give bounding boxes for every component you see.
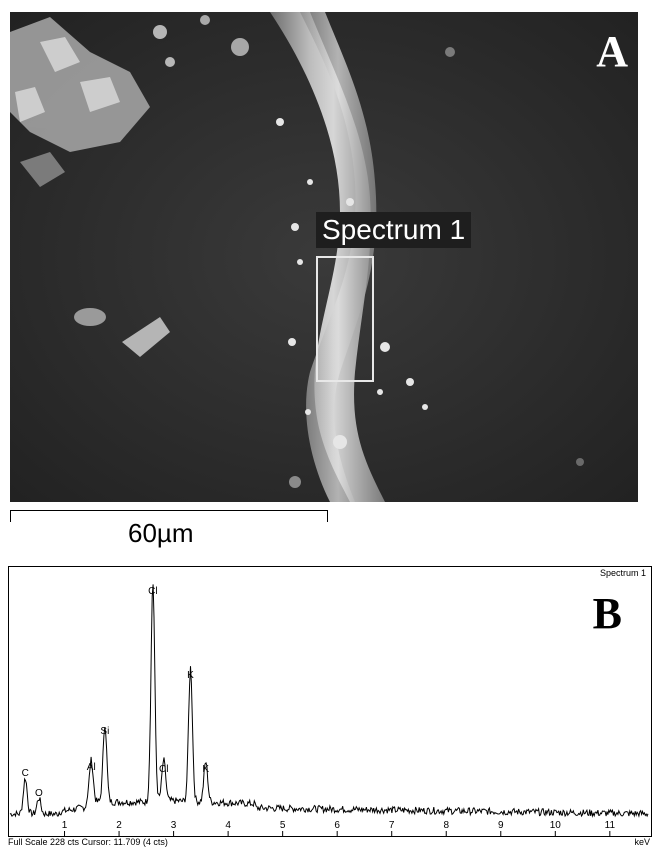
spectrum-footer: Full Scale 228 cts Cursor: 11.709 (4 cts… [8,837,168,847]
eds-spectrum-panel: 1 2 3 4 5 6 7 8 9 10 11 C O Al Si Cl Cl K K Spectrum 1 B … [8,566,652,847]
x-axis-ticks [64,831,611,836]
eds-spectrum-chart: 1 2 3 4 5 6 7 8 9 10 11 CO Al Si Cl Cl K K [8,566,652,837]
spectrum-region-label: Spectrum 1 [316,212,472,248]
x-axis-tick-labels: 1 2 3 4 5 6 7 8 9 10 11 [62,820,616,831]
x-tick-label: 10 [550,820,562,831]
plot-frame [8,566,652,837]
spectrum-region-box [316,256,374,382]
peak-label: Cl [148,586,157,597]
scale-bar [10,510,328,524]
sem-image [10,12,638,502]
spectrum-title: Spectrum 1 [599,568,646,578]
x-tick-label: 8 [443,820,449,831]
peak-label: Si [100,726,109,737]
x-tick-label: 5 [280,820,286,831]
x-tick-label: 3 [171,820,177,831]
peak-label: Al [87,762,96,773]
peak-label: Cl [159,764,168,775]
x-tick-label: 7 [389,820,395,831]
x-tick-label: 11 [605,820,616,831]
x-tick-label: 6 [334,820,340,831]
panel-label-b: B [592,589,622,638]
x-tick-label: 2 [116,820,122,831]
x-tick-label: 9 [498,820,504,831]
sem-micrograph: A Spectrum 1 [10,12,638,502]
peak-labels: CO Al Si Cl Cl K K [22,586,210,799]
peak-label: C [22,768,29,779]
panel-label-a: A [596,27,628,76]
x-tick-label: 4 [225,820,231,831]
peak-label: K [202,764,209,775]
x-tick-label: 1 [62,820,68,831]
spectrum-trace [9,584,649,818]
peak-label: K [187,670,194,681]
x-axis-unit: keV [634,837,650,847]
peak-label: O [35,788,43,799]
scale-bar-label: 60µm [128,518,194,548]
